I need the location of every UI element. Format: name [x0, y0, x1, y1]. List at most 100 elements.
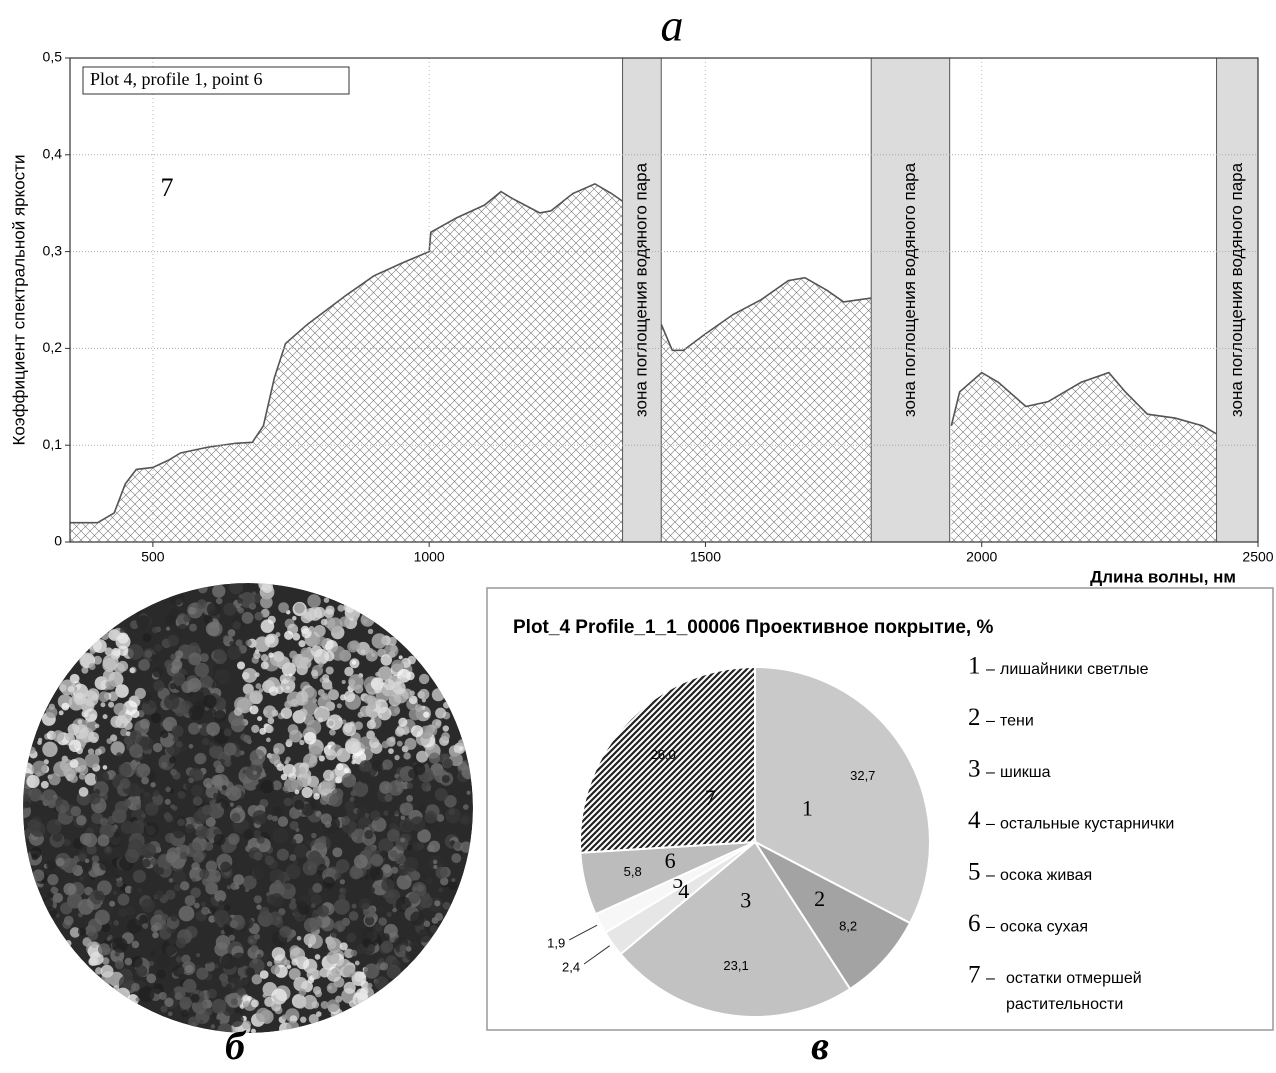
photo-texture	[231, 718, 245, 732]
photo-texture	[178, 791, 186, 799]
photo-texture	[304, 732, 317, 745]
photo-texture	[273, 651, 284, 662]
photo-texture	[248, 685, 253, 690]
photo-texture	[277, 849, 289, 861]
photo-texture	[257, 836, 265, 844]
photo-texture	[328, 686, 332, 690]
photo-texture	[451, 853, 461, 863]
photo-texture	[286, 1021, 299, 1034]
photo-texture	[303, 861, 318, 876]
photo-texture	[229, 580, 243, 594]
photo-texture	[193, 851, 204, 862]
photo-texture	[341, 816, 350, 825]
photo-texture	[467, 791, 471, 795]
photo-texture	[95, 803, 102, 810]
photo-texture	[129, 744, 143, 758]
photo-texture	[136, 804, 141, 809]
photo-texture	[300, 648, 310, 658]
photo-texture	[116, 874, 121, 879]
photo-texture	[254, 934, 260, 940]
photo-texture	[306, 840, 311, 845]
photo-texture	[212, 584, 225, 597]
photo-texture	[201, 949, 215, 963]
photo-texture	[155, 890, 163, 898]
photo-texture	[394, 708, 400, 714]
photo-texture	[61, 703, 69, 711]
photo-texture	[418, 929, 431, 942]
photo-texture	[336, 763, 343, 770]
photo-texture	[165, 833, 175, 843]
photo-texture	[250, 749, 266, 765]
value-label: 23,1	[723, 958, 748, 973]
photo-texture	[334, 873, 341, 880]
curve-label: 7	[161, 173, 174, 202]
photo-texture	[370, 811, 380, 821]
photo-texture	[69, 740, 81, 752]
photo-texture	[279, 926, 291, 938]
photo-texture	[363, 619, 368, 624]
photo-texture	[406, 946, 412, 952]
photo-texture	[335, 996, 342, 1003]
photo-texture	[339, 887, 346, 894]
photo-texture	[49, 704, 55, 710]
photo-texture	[321, 619, 328, 626]
photo-texture	[176, 956, 182, 962]
photo-texture	[317, 905, 329, 917]
photo-texture	[398, 718, 407, 727]
photo-texture	[189, 744, 194, 749]
photo-texture	[79, 876, 84, 881]
photo-texture	[443, 702, 450, 709]
photo-texture	[344, 982, 356, 994]
photo-texture	[367, 983, 372, 988]
photo-texture	[41, 781, 49, 789]
photo-texture	[95, 910, 110, 925]
photo-texture	[168, 635, 179, 646]
photo-texture	[365, 813, 370, 818]
photo-texture	[311, 670, 318, 677]
photo-texture	[237, 989, 244, 996]
photo-texture	[218, 900, 223, 905]
photo-texture	[267, 814, 273, 820]
photo-texture	[52, 730, 64, 742]
photo-texture	[151, 925, 158, 932]
photo-texture	[342, 773, 356, 787]
photo-texture	[153, 680, 164, 691]
photo-texture	[253, 771, 257, 775]
photo-texture	[189, 705, 204, 720]
photo-texture	[260, 596, 273, 609]
photo-texture	[135, 608, 141, 614]
photo-texture	[312, 970, 322, 980]
photo-texture	[410, 911, 424, 925]
panel-label: а	[661, 0, 684, 51]
photo-texture	[336, 748, 350, 762]
photo-texture	[269, 686, 279, 696]
photo-texture	[395, 727, 404, 736]
photo-texture	[403, 963, 408, 968]
photo-texture	[359, 898, 370, 909]
photo-texture	[63, 883, 76, 896]
photo-texture	[378, 707, 392, 721]
photo-texture	[118, 763, 131, 776]
photo-texture	[251, 999, 259, 1007]
photo-texture	[140, 719, 150, 729]
photo-texture	[136, 615, 150, 629]
photo-texture	[321, 813, 332, 824]
photo-texture	[284, 959, 290, 965]
photo-texture	[397, 741, 403, 747]
photo-texture	[297, 936, 302, 941]
photo-texture	[41, 789, 57, 805]
photo-texture	[418, 689, 429, 700]
photo-texture	[116, 752, 122, 758]
photo-texture	[291, 779, 303, 791]
photo-texture	[412, 696, 416, 700]
photo-texture	[131, 709, 140, 718]
photo-texture	[407, 845, 413, 851]
photo-texture	[325, 781, 334, 790]
photo-texture	[97, 834, 109, 846]
photo-texture	[160, 730, 168, 738]
photo-texture	[281, 774, 287, 780]
band-label: зона поглощения водяного пара	[1227, 162, 1246, 417]
photo-texture	[253, 958, 258, 963]
photo-texture	[372, 736, 377, 741]
photo-texture	[261, 654, 268, 661]
